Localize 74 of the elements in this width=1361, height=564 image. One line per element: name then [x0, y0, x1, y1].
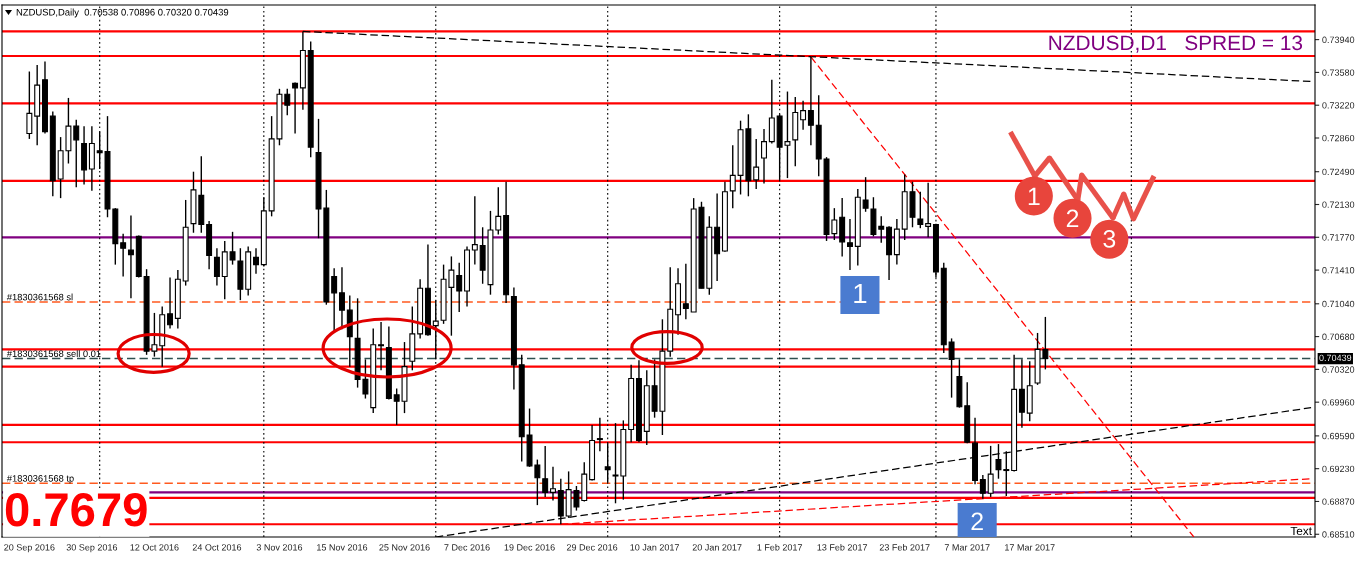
y-tick-label: 0.71410: [1322, 267, 1355, 274]
x-tick-label: 20 Jan 2017: [692, 544, 742, 551]
x-tick-label: 13 Feb 2017: [817, 543, 868, 551]
candlestick: [331, 267, 338, 333]
annotation: 2: [971, 512, 983, 530]
candlestick: [925, 181, 932, 238]
annotation: 3: [1103, 230, 1116, 248]
candlestick: [550, 466, 556, 502]
candlestick: [120, 232, 127, 278]
annotation: 1: [1028, 187, 1040, 205]
candlestick: [761, 128, 767, 185]
x-tick-label: 30 Sep 2016: [66, 544, 118, 553]
x-tick-label: 23 Feb 2017: [879, 543, 930, 551]
candlestick: [768, 79, 775, 145]
x-tick-label: 15 Nov 2016: [317, 544, 368, 551]
candlestick: [378, 321, 385, 371]
x-tick-label: 24 Oct 2016: [192, 544, 242, 551]
annotation: 2: [1066, 209, 1079, 227]
text: 0.70439: [1319, 354, 1352, 362]
x-tick-label: 29 Dec 2016: [566, 544, 618, 551]
candlestick: [948, 337, 955, 399]
x-tick-label: 25 Nov 2016: [379, 544, 430, 551]
candlestick: [682, 263, 689, 320]
candlestick: [987, 445, 994, 498]
y-tick-label: 0.72130: [1322, 201, 1355, 208]
candlestick: [596, 416, 603, 453]
annotation: NZDUSD,D1 SPRED = 13: [1049, 35, 1303, 53]
x-tick-label: 20 Sep 2016: [4, 544, 55, 553]
x-tick-label: 10 Jan 2017: [630, 544, 679, 551]
candlestick: [917, 191, 924, 229]
chart-title: NZDUSD,Daily 0.70538 0.70896 0.70320 0.70439: [16, 8, 229, 18]
y-tick-label: 0.70320: [1322, 366, 1355, 373]
y-tick-label: 0.72490: [1322, 168, 1355, 176]
y-tick-label: 0.73220: [1322, 102, 1355, 109]
candlestick: [26, 70, 33, 140]
y-tick-label: 0.73940: [1322, 36, 1355, 43]
candlestick: [847, 218, 853, 271]
candlestick: [471, 195, 478, 266]
x-tick-label: 3 Nov 2016: [256, 544, 303, 551]
candlestick: [1018, 358, 1025, 429]
candlestick: [127, 214, 134, 300]
y-tick-label: 0.72860: [1322, 134, 1355, 142]
x-tick-label: 1 Feb 2017: [757, 543, 803, 551]
candlestick: [292, 81, 299, 135]
candlestick: [878, 215, 885, 244]
annotation: 0.7679: [5, 493, 147, 527]
y-tick-label: 0.71040: [1322, 300, 1355, 308]
annotation: 1: [854, 283, 867, 303]
x-tick-label: 12 Oct 2016: [130, 544, 179, 551]
x-tick-label: 17 Mar 2017: [1005, 544, 1055, 551]
candlestick: [213, 247, 220, 287]
x-tick-label: 7 Mar 2017: [944, 544, 990, 551]
ref-line-label: #1830361568 sell 0.01: [6, 350, 101, 357]
candlestick: [253, 247, 259, 275]
candlestick: [167, 276, 174, 330]
candlestick: [800, 99, 807, 131]
ref-line-label: #1830361568 tp: [6, 475, 74, 484]
candlestick: [456, 262, 463, 313]
annotation: Text: [1290, 526, 1312, 536]
candlestick: [807, 56, 814, 146]
y-tick-label: 0.69230: [1322, 465, 1355, 473]
y-tick-label: 0.69590: [1322, 432, 1355, 440]
ref-line-label: #1830361568 sl: [6, 293, 73, 301]
y-tick-label: 0.68870: [1322, 498, 1355, 505]
y-tick-label: 0.71770: [1322, 234, 1355, 241]
y-tick-label: 0.70680: [1322, 333, 1355, 340]
x-tick-label: 7 Dec 2016: [444, 544, 490, 551]
y-tick-label: 0.73580: [1322, 69, 1355, 76]
candlestick: [979, 474, 986, 500]
x-tick-label: 19 Dec 2016: [504, 544, 555, 551]
y-tick-label: 0.68510: [1322, 531, 1355, 538]
candlestick: [753, 138, 760, 190]
y-tick-label: 0.69960: [1322, 399, 1355, 406]
candlestick: [542, 445, 549, 498]
